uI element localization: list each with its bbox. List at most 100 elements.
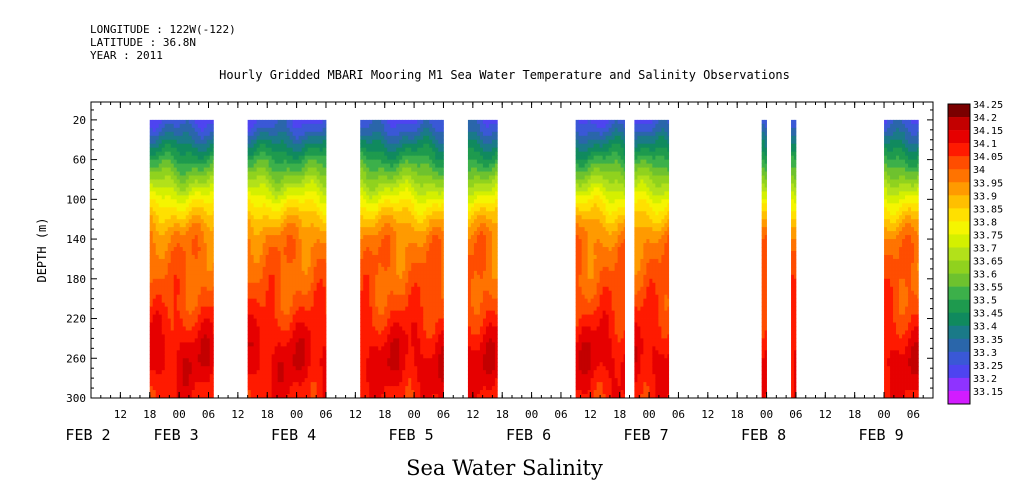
salinity-cell — [399, 342, 403, 347]
salinity-cell — [247, 143, 252, 149]
salinity-cell — [155, 258, 160, 264]
salinity-cell — [313, 358, 318, 363]
salinity-cell — [152, 159, 157, 164]
salinity-cell — [250, 354, 255, 359]
salinity-cell — [173, 231, 178, 236]
salinity-cell — [372, 274, 376, 280]
salinity-cell — [423, 258, 427, 264]
salinity-cell — [417, 147, 421, 153]
salinity-cell — [325, 282, 327, 288]
salinity-cell — [170, 346, 175, 351]
salinity-cell — [194, 322, 199, 327]
salinity-cell — [405, 286, 409, 292]
salinity-cell — [411, 258, 415, 264]
salinity-cell — [381, 163, 385, 168]
salinity-cell — [375, 342, 379, 347]
salinity-cell — [185, 219, 190, 224]
salinity-cell — [170, 334, 175, 339]
salinity-cell — [325, 171, 327, 176]
salinity-cell — [420, 378, 424, 383]
salinity-cell — [381, 191, 385, 196]
salinity-cell — [206, 362, 211, 367]
salinity-cell — [286, 171, 291, 176]
salinity-cell — [206, 294, 211, 300]
salinity-cell — [372, 378, 376, 383]
salinity-cell — [372, 219, 376, 224]
salinity-cell — [259, 147, 264, 153]
salinity-cell — [256, 119, 261, 125]
salinity-cell — [417, 394, 421, 399]
salinity-cell — [399, 167, 403, 172]
salinity-cell — [298, 334, 303, 339]
salinity-cell — [393, 235, 397, 240]
data-segment — [247, 119, 327, 399]
salinity-cell — [319, 310, 324, 315]
salinity-cell — [384, 219, 388, 224]
salinity-cell — [378, 350, 382, 355]
salinity-cell — [158, 199, 163, 204]
salinity-cell — [158, 135, 163, 141]
salinity-cell — [194, 326, 199, 331]
salinity-cell — [384, 362, 388, 367]
salinity-cell — [265, 310, 270, 315]
salinity-cell — [414, 175, 418, 180]
salinity-cell — [152, 175, 157, 180]
salinity-cell — [366, 390, 370, 395]
salinity-cell — [203, 278, 208, 284]
salinity-cell — [262, 119, 267, 125]
salinity-cell — [209, 322, 214, 327]
salinity-cell — [307, 203, 312, 208]
salinity-cell — [417, 370, 421, 375]
salinity-cell — [375, 294, 379, 300]
salinity-cell — [179, 159, 184, 164]
salinity-cell — [206, 243, 211, 248]
salinity-cell — [158, 278, 163, 284]
salinity-cell — [265, 302, 270, 308]
salinity-cell — [149, 183, 154, 188]
salinity-cell — [167, 187, 172, 192]
salinity-cell — [200, 334, 205, 339]
salinity-cell — [307, 227, 312, 232]
salinity-cell — [417, 159, 421, 164]
salinity-cell — [289, 386, 294, 391]
salinity-cell — [289, 282, 294, 288]
salinity-cell — [360, 139, 364, 145]
salinity-cell — [179, 143, 184, 149]
salinity-cell — [304, 350, 309, 355]
salinity-cell — [313, 330, 318, 335]
salinity-cell — [298, 219, 303, 224]
salinity-cell — [152, 338, 157, 343]
salinity-cell — [152, 119, 157, 125]
salinity-cell — [360, 143, 364, 149]
salinity-cell — [203, 143, 208, 149]
salinity-cell — [286, 123, 291, 129]
salinity-cell — [253, 250, 258, 256]
salinity-cell — [209, 382, 214, 387]
longitude-label: LONGITUDE : 122W(-122) — [90, 23, 236, 36]
salinity-cell — [185, 239, 190, 244]
salinity-cell — [283, 394, 288, 399]
salinity-cell — [405, 282, 409, 288]
salinity-cell — [420, 342, 424, 347]
salinity-cell — [375, 131, 379, 137]
salinity-cell — [360, 330, 364, 335]
salinity-cell — [283, 243, 288, 248]
salinity-cell — [366, 195, 370, 200]
salinity-cell — [310, 394, 315, 399]
salinity-cell — [292, 231, 297, 236]
salinity-cell — [253, 135, 258, 141]
salinity-cell — [319, 231, 324, 236]
salinity-cell — [185, 314, 190, 319]
salinity-cell — [173, 183, 178, 188]
salinity-cell — [158, 191, 163, 196]
salinity-cell — [298, 250, 303, 256]
salinity-cell — [155, 382, 160, 387]
salinity-cell — [152, 334, 157, 339]
salinity-cell — [256, 350, 261, 355]
salinity-cell — [191, 247, 196, 252]
salinity-cell — [396, 155, 400, 161]
salinity-cell — [405, 302, 409, 308]
salinity-cell — [259, 342, 264, 347]
salinity-cell — [360, 223, 364, 228]
salinity-cell — [271, 223, 276, 228]
